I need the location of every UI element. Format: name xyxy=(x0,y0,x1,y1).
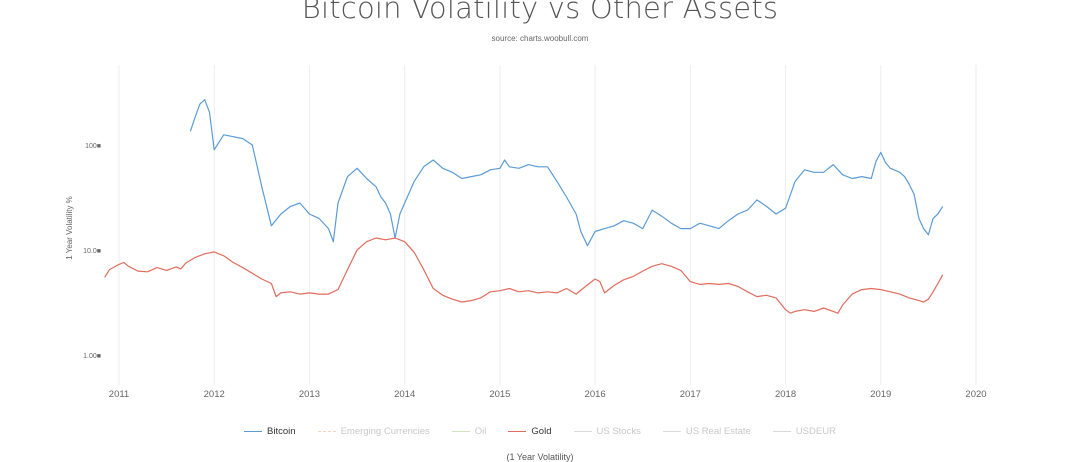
legend-item-gold[interactable]: Gold xyxy=(508,426,552,437)
legend-swatch xyxy=(451,431,470,432)
x-tick-label: 2019 xyxy=(870,389,891,400)
chart-subtitle: source: charts.woobull.com xyxy=(491,34,589,43)
chart-legend: Bitcoin Emerging Currencies Oil Gold US Stoc… xyxy=(0,426,1080,437)
grid-lines xyxy=(118,65,977,385)
series-line-gold xyxy=(104,237,944,314)
axes: 2011 2012 2013 2014 2015 2016 2017 2018 2019 2020… xyxy=(83,143,986,400)
legend-item-bitcoin[interactable]: Bitcoin xyxy=(244,426,296,437)
x-tick-label: 2012 xyxy=(204,389,225,400)
x-tick-label: 2020 xyxy=(965,389,986,400)
legend-label: US Real Estate xyxy=(685,426,751,437)
y-tick-label: 100■ xyxy=(85,143,101,150)
legend-item-oil[interactable]: Oil xyxy=(451,426,487,437)
legend-swatch xyxy=(508,431,527,432)
y-tick-label: 1.00■ xyxy=(83,353,101,360)
x-tick-label: 2016 xyxy=(585,389,606,400)
x-tick-label: 2015 xyxy=(489,389,510,400)
legend-label: USDEUR xyxy=(795,426,836,437)
x-tick-label: 2018 xyxy=(775,389,796,400)
legend-swatch xyxy=(573,431,592,432)
legend-item-usdeur[interactable]: USDEUR xyxy=(772,426,836,437)
legend-swatch xyxy=(317,431,336,432)
x-tick-label: 2013 xyxy=(299,389,320,400)
legend-swatch xyxy=(772,431,791,432)
legend-label: Oil xyxy=(474,426,487,437)
legend-swatch xyxy=(662,431,681,432)
chart-title: Bitcoin Volatility vs Other Assets xyxy=(301,0,779,25)
y-tick-label: 10.0■ xyxy=(83,248,101,255)
legend-label: Emerging Currencies xyxy=(340,426,430,437)
legend-item-emerging-currencies[interactable]: Emerging Currencies xyxy=(317,426,430,437)
legend-swatch xyxy=(244,431,263,432)
y-axis-label: 1 Year Volatility % xyxy=(65,196,74,260)
legend-label: US Stocks xyxy=(596,426,641,437)
x-tick-label: 2014 xyxy=(394,389,415,400)
legend-item-us-real-estate[interactable]: US Real Estate xyxy=(662,426,751,437)
series-line-bitcoin xyxy=(189,99,944,247)
x-tick-label: 2011 xyxy=(109,389,129,400)
bottom-caption: (1 Year Volatility) xyxy=(506,452,574,462)
legend-item-us-stocks[interactable]: US Stocks xyxy=(573,426,641,437)
legend-label: Gold xyxy=(531,426,552,437)
legend-label: Bitcoin xyxy=(267,426,296,437)
series-lines xyxy=(104,99,944,314)
x-tick-label: 2017 xyxy=(680,389,701,400)
